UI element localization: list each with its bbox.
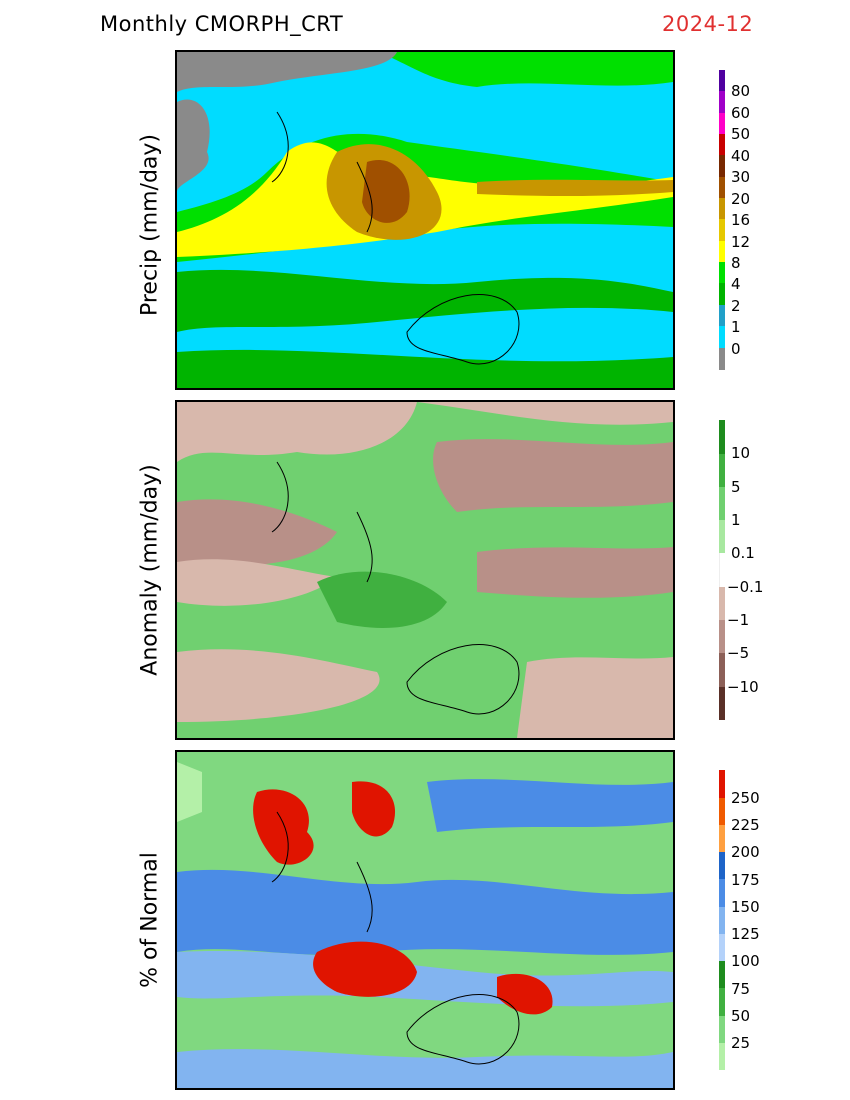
precip-tick-label: 30 xyxy=(731,168,751,186)
percent-colorbar xyxy=(719,770,725,1070)
anomaly-tick-label: −0.1 xyxy=(727,578,764,596)
percent-tick-label: 125 xyxy=(731,925,760,943)
precip-tick-label: 4 xyxy=(731,275,741,293)
percent-tick-label: 75 xyxy=(731,980,751,998)
anomaly-tick-label: 10 xyxy=(731,444,751,462)
percent-tick-label: 50 xyxy=(731,1007,751,1025)
anomaly-tick-label: 0.1 xyxy=(731,544,755,562)
anomaly-map xyxy=(175,400,675,740)
anomaly-tick-label: −5 xyxy=(727,644,750,662)
precip-tick-label: 2 xyxy=(731,297,741,315)
anomaly-tick-label: 5 xyxy=(731,478,741,496)
percent-tick-label: 175 xyxy=(731,871,760,889)
precip-tick-label: 60 xyxy=(731,104,751,122)
anomaly-colorbar xyxy=(719,420,726,720)
figure-date: 2024-12 xyxy=(662,12,754,36)
precip-tick-label: 50 xyxy=(731,125,751,143)
precip-tick-label: 8 xyxy=(731,254,741,272)
anomaly-tick-label: −1 xyxy=(727,611,750,629)
precip-ylabel: Precip (mm/day) xyxy=(137,133,163,317)
precip-tick-label: 20 xyxy=(731,190,751,208)
anomaly-ylabel: Anomaly (mm/day) xyxy=(137,464,163,676)
percent-tick-label: 25 xyxy=(731,1034,751,1052)
percent-tick-label: 250 xyxy=(731,789,760,807)
percent-ylabel: % of Normal xyxy=(137,852,163,988)
precip-tick-label: 16 xyxy=(731,211,751,229)
anomaly-tick-label: 1 xyxy=(731,511,741,529)
precip-map xyxy=(175,50,675,390)
precip-tick-label: 1 xyxy=(731,318,741,336)
anomaly-tick-label: −10 xyxy=(727,678,759,696)
percent-tick-label: 225 xyxy=(731,816,760,834)
precip-colorbar xyxy=(719,70,725,370)
percent-tick-label: 200 xyxy=(731,843,760,861)
precip-tick-label: 80 xyxy=(731,82,751,100)
precip-tick-label: 40 xyxy=(731,147,751,165)
percent-tick-label: 150 xyxy=(731,898,760,916)
percent-map xyxy=(175,750,675,1090)
precip-tick-label: 12 xyxy=(731,233,751,251)
figure-title: Monthly CMORPH_CRT xyxy=(100,12,344,36)
percent-tick-label: 100 xyxy=(731,952,760,970)
precip-tick-label: 0 xyxy=(731,340,741,358)
